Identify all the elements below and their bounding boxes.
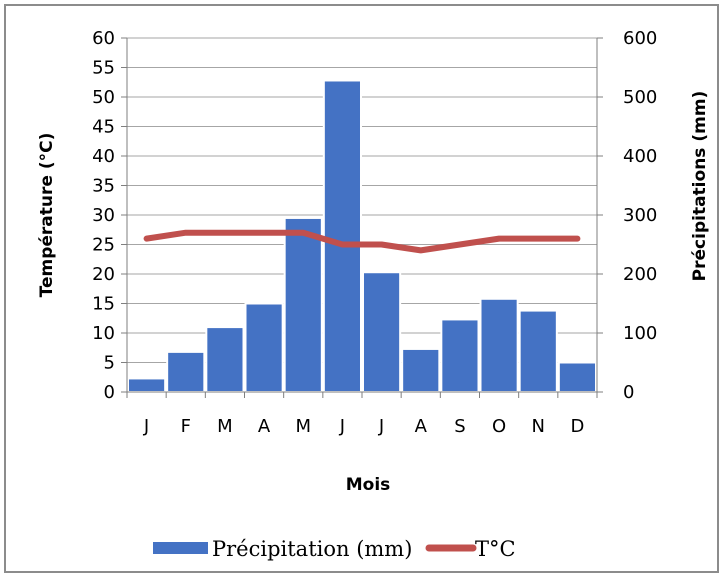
precipitation-bar <box>244 302 284 393</box>
y-left-tick-label: 20 <box>92 264 115 285</box>
y-left-tick-label: 5 <box>104 353 115 374</box>
y-left-tick-label: 55 <box>92 58 115 79</box>
left-tick-labels: 0 5 10 15 20 25 30 35 40 45 50 55 60 <box>92 28 115 403</box>
y-right-tick-label: 300 <box>623 205 657 226</box>
x-tick-label: S <box>454 416 465 437</box>
precipitation-bar <box>205 326 245 394</box>
precipitation-bar <box>557 361 597 393</box>
y-left-tick-label: 0 <box>104 382 115 403</box>
x-tick-label: J <box>339 416 345 437</box>
x-tick-label: N <box>532 416 545 437</box>
y-right-tick-label: 400 <box>623 146 657 167</box>
x-tick-label: F <box>181 416 191 437</box>
x-tick-label: D <box>570 416 584 437</box>
y-right-tick-label: 100 <box>623 323 657 344</box>
precipitation-bar <box>401 347 441 393</box>
x-tick-label: A <box>415 416 428 437</box>
y-right-tick-label: 500 <box>623 87 657 108</box>
legend-label-precipitation: Précipitation (mm) <box>212 537 412 561</box>
precipitation-bar <box>322 79 363 393</box>
x-tick-label: M <box>217 416 233 437</box>
x-tick-label: J <box>378 416 384 437</box>
precipitation-bars <box>127 79 597 394</box>
axes <box>121 37 603 398</box>
y-left-tick-label: 60 <box>92 28 115 49</box>
x-tick-label: A <box>258 416 271 437</box>
y-right-tick-label: 0 <box>623 382 634 403</box>
y-right-tick-label: 200 <box>623 264 657 285</box>
precipitation-bar <box>440 318 480 393</box>
precipitation-bar <box>166 350 206 394</box>
y-axis-left-title: Température (°C) <box>37 133 57 298</box>
y-axis-right-title: Précipitations (mm) <box>690 91 710 282</box>
x-tick-label: M <box>295 416 311 437</box>
y-left-tick-label: 35 <box>92 176 115 197</box>
x-tick-label: J <box>143 416 149 437</box>
y-left-tick-label: 25 <box>92 235 115 256</box>
legend: Précipitation (mm) T°C <box>153 537 516 561</box>
x-axis-title: Mois <box>346 475 391 495</box>
precipitation-bar <box>127 377 167 393</box>
x-tick-label: O <box>492 416 506 437</box>
precipitation-bar <box>479 297 519 393</box>
right-tick-labels: 0 100 200 300 400 500 600 <box>623 28 657 403</box>
legend-label-temperature: T°C <box>475 537 516 561</box>
y-left-tick-label: 45 <box>92 117 115 138</box>
legend-swatch-precipitation <box>153 542 208 554</box>
precipitation-bar <box>518 309 558 393</box>
precipitation-bar <box>362 271 402 394</box>
y-right-tick-label: 600 <box>623 28 657 49</box>
y-left-tick-label: 15 <box>92 294 115 315</box>
y-left-tick-label: 30 <box>92 205 115 226</box>
precipitation-bar <box>283 216 323 393</box>
temperature-line-group <box>143 229 581 254</box>
temperature-line <box>143 229 581 254</box>
y-left-tick-label: 10 <box>92 323 115 344</box>
y-left-tick-label: 50 <box>92 87 115 108</box>
y-left-tick-label: 40 <box>92 146 115 167</box>
